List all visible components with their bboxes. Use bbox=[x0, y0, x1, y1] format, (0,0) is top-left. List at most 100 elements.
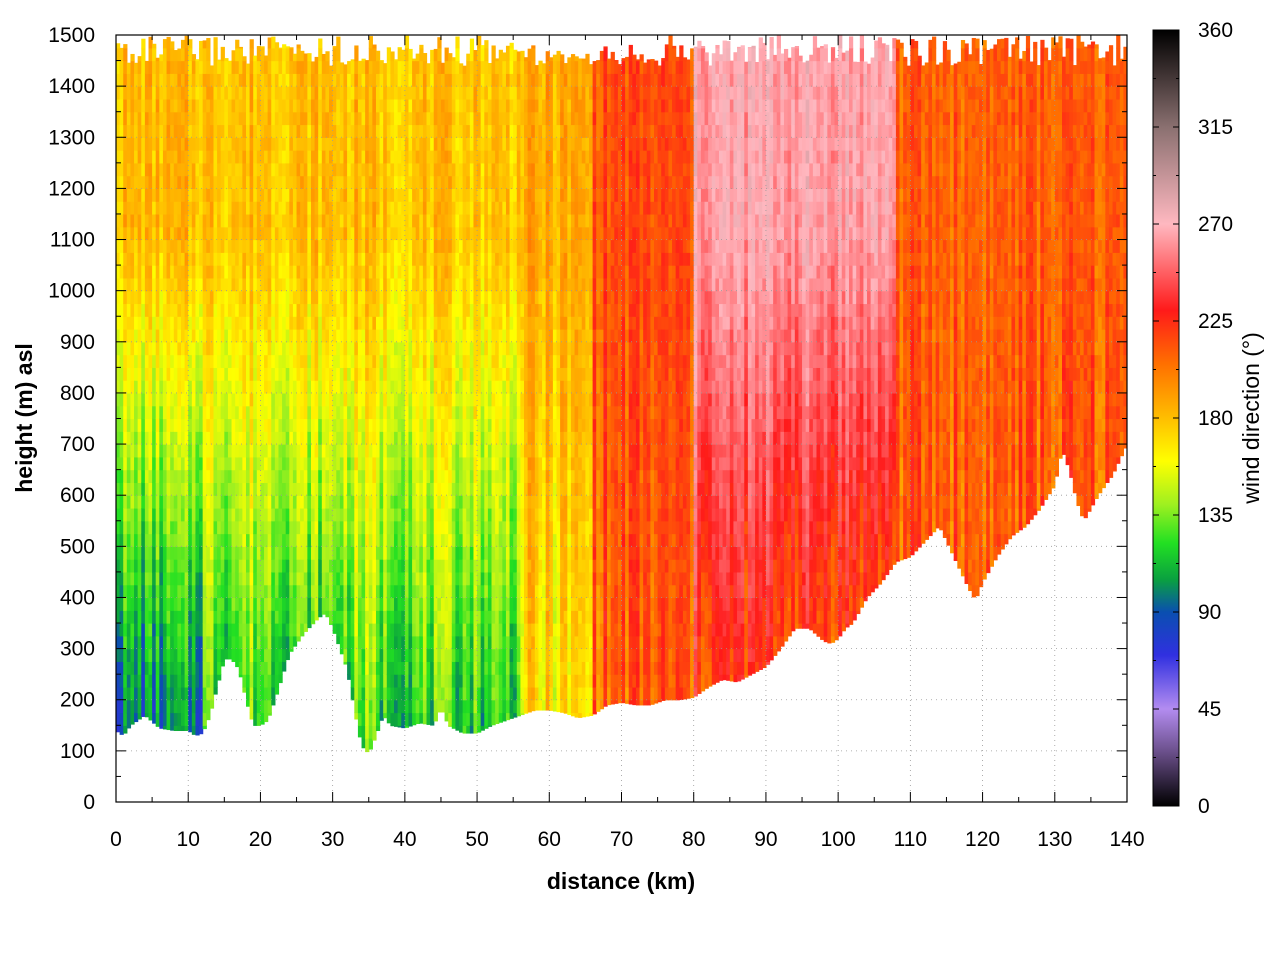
heatmap-cell bbox=[448, 175, 453, 189]
heatmap-cell bbox=[386, 213, 392, 228]
heatmap-cell bbox=[325, 507, 330, 522]
heatmap-cell bbox=[375, 226, 381, 241]
heatmap-cell bbox=[325, 98, 330, 113]
heatmap-cell bbox=[375, 367, 381, 381]
heatmap-cell bbox=[141, 456, 146, 471]
heatmap-cell bbox=[159, 635, 164, 650]
heatmap-cell bbox=[180, 329, 186, 343]
heatmap-cell bbox=[264, 60, 269, 74]
heatmap-cell bbox=[448, 546, 453, 560]
heatmap-cell bbox=[126, 62, 132, 74]
heatmap-cell bbox=[130, 290, 135, 305]
heatmap-cell bbox=[303, 533, 308, 547]
heatmap-cell bbox=[274, 226, 280, 241]
heatmap-cell bbox=[365, 584, 370, 599]
heatmap-cell bbox=[202, 277, 207, 292]
heatmap-cell bbox=[227, 162, 233, 177]
heatmap-cell bbox=[415, 98, 420, 113]
heatmap-cell bbox=[401, 86, 406, 100]
heatmap-cell bbox=[245, 623, 251, 637]
heatmap-cell bbox=[155, 405, 160, 420]
heatmap-cell bbox=[177, 661, 182, 675]
heatmap-cell bbox=[141, 380, 146, 394]
heatmap-cell bbox=[422, 597, 428, 611]
heatmap-cell bbox=[130, 405, 135, 420]
heatmap-cell bbox=[339, 418, 345, 432]
heatmap-cell bbox=[314, 303, 319, 317]
heatmap-cell bbox=[249, 571, 254, 586]
heatmap-cell bbox=[282, 431, 287, 445]
heatmap-cell bbox=[455, 60, 460, 74]
heatmap-cell bbox=[191, 546, 197, 560]
heatmap-cell bbox=[217, 456, 222, 471]
heatmap-cell bbox=[231, 469, 236, 484]
heatmap-cell bbox=[242, 584, 247, 599]
heatmap-cell bbox=[271, 520, 276, 535]
heatmap-cell bbox=[155, 559, 160, 573]
heatmap-cell bbox=[271, 124, 276, 138]
heatmap-cell bbox=[116, 111, 121, 126]
heatmap-cell bbox=[426, 520, 431, 535]
heatmap-cell bbox=[462, 635, 467, 650]
heatmap-cell bbox=[440, 482, 446, 496]
heatmap-cell bbox=[191, 686, 197, 701]
heatmap-cell bbox=[404, 725, 410, 728]
heatmap-cell bbox=[238, 226, 243, 241]
heatmap-cell bbox=[303, 137, 308, 151]
heatmap-cell bbox=[361, 290, 366, 305]
heatmap-cell bbox=[195, 213, 200, 228]
heatmap-cell bbox=[412, 584, 417, 599]
heatmap-cell bbox=[148, 507, 153, 522]
heatmap-cell bbox=[354, 86, 359, 100]
heatmap-cell bbox=[404, 98, 410, 113]
heatmap-cell bbox=[372, 392, 377, 407]
heatmap-cell bbox=[184, 367, 189, 381]
heatmap-cell bbox=[209, 482, 215, 496]
heatmap-cell bbox=[155, 418, 160, 432]
heatmap-cell bbox=[383, 73, 388, 87]
heatmap-cell bbox=[300, 213, 305, 228]
heatmap-cell bbox=[199, 137, 204, 151]
heatmap-cell bbox=[430, 137, 435, 151]
heatmap-cell bbox=[422, 329, 428, 343]
heatmap-cell bbox=[137, 507, 142, 522]
heatmap-cell bbox=[339, 533, 345, 547]
heatmap-cell bbox=[195, 571, 200, 586]
heatmap-cell bbox=[408, 290, 413, 305]
heatmap-cell bbox=[249, 431, 254, 445]
heatmap-cell bbox=[386, 405, 392, 420]
heatmap-cell bbox=[209, 495, 215, 509]
heatmap-cell bbox=[242, 674, 247, 688]
heatmap-cell bbox=[231, 559, 236, 573]
heatmap-cell bbox=[422, 98, 428, 113]
heatmap-cell bbox=[188, 354, 193, 368]
heatmap-cell bbox=[202, 507, 207, 522]
heatmap-cell bbox=[278, 277, 283, 292]
heatmap-cell bbox=[220, 290, 225, 305]
heatmap-cell bbox=[455, 150, 460, 164]
heatmap-cell bbox=[166, 98, 171, 113]
heatmap-cell bbox=[148, 252, 153, 266]
heatmap-cell bbox=[173, 635, 178, 650]
heatmap-cell bbox=[444, 290, 449, 305]
heatmap-cell bbox=[152, 188, 157, 202]
heatmap-cell bbox=[177, 623, 182, 637]
heatmap-cell bbox=[231, 597, 236, 611]
heatmap-cell bbox=[242, 277, 247, 292]
heatmap-cell bbox=[350, 584, 355, 599]
heatmap-cell bbox=[350, 252, 355, 266]
heatmap-cell bbox=[249, 303, 254, 317]
heatmap-cell bbox=[390, 265, 395, 279]
heatmap-cell bbox=[303, 239, 308, 253]
heatmap-cell bbox=[119, 623, 124, 637]
heatmap-cell bbox=[394, 341, 399, 356]
heatmap-cell bbox=[227, 380, 233, 394]
heatmap-cell bbox=[419, 392, 424, 407]
heatmap-cell bbox=[188, 431, 193, 445]
heatmap-cell bbox=[155, 699, 160, 714]
heatmap-cell bbox=[444, 111, 449, 126]
heatmap-cell bbox=[148, 111, 153, 126]
heatmap-cell bbox=[260, 47, 265, 62]
heatmap-cell bbox=[264, 73, 269, 87]
heatmap-cell bbox=[430, 405, 435, 420]
